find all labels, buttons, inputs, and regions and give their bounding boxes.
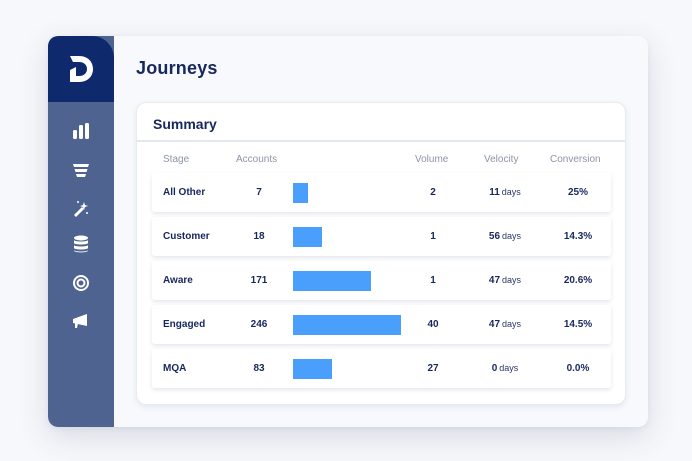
conversion-cell: 14.5% — [563, 319, 593, 330]
logo-d-icon — [70, 56, 93, 82]
sidebar-item-analytics[interactable] — [69, 120, 93, 142]
conversion-cell: 20.6% — [563, 275, 593, 286]
velocity-cell: 47 days — [470, 275, 540, 286]
velocity-cell: 0 days — [470, 363, 540, 374]
summary-title: Summary — [153, 115, 217, 132]
velocity-value: 0 — [491, 363, 498, 374]
column-header-accounts: Accounts — [236, 154, 278, 165]
table-row[interactable]: Customer 18 1 56 days 14.3% — [152, 217, 611, 256]
stage-cell: Aware — [163, 275, 193, 286]
column-header-velocity: Velocity — [484, 154, 519, 165]
stage-cell: MQA — [163, 363, 187, 374]
app-window: Journeys Summary Stage Accounts Volume V… — [48, 36, 648, 427]
summary-header: Summary — [137, 103, 625, 142]
megaphone-icon — [73, 314, 87, 328]
table-header: Stage Accounts Volume Velocity Conversio… — [137, 142, 625, 174]
magic-wand-icon — [74, 201, 88, 217]
velocity-unit: days — [502, 231, 522, 241]
logo[interactable] — [48, 36, 114, 102]
table-row[interactable]: Aware 171 1 47 days 20.6% — [152, 261, 611, 300]
volume-cell: 27 — [427, 363, 439, 374]
accounts-bar — [293, 315, 401, 335]
conversion-cell: 0.0% — [566, 363, 590, 374]
velocity-value: 47 — [488, 319, 501, 330]
accounts-bar — [293, 227, 322, 247]
target-icon — [73, 275, 89, 291]
velocity-cell: 11 days — [470, 187, 540, 198]
volume-cell: 40 — [427, 319, 439, 330]
velocity-value: 56 — [488, 231, 501, 242]
column-header-conversion: Conversion — [550, 154, 601, 165]
stage-cell: Engaged — [163, 319, 206, 330]
velocity-unit: days — [499, 363, 519, 373]
table-row[interactable]: MQA 83 27 0 days 0.0% — [152, 349, 611, 388]
summary-panel: Summary Stage Accounts Volume Velocity C… — [136, 102, 626, 405]
velocity-unit: days — [502, 275, 522, 285]
sidebar — [48, 36, 114, 427]
page-title: Journeys — [136, 58, 218, 78]
conversion-cell: 14.3% — [563, 231, 593, 242]
column-header-volume: Volume — [415, 154, 449, 165]
volume-cell: 1 — [430, 231, 436, 242]
stage-cell: Customer — [163, 231, 210, 242]
velocity-unit: days — [501, 187, 521, 197]
accounts-bar — [293, 359, 332, 379]
summary-table: All Other 7 2 11 days 25% Customer 18 1 5… — [152, 173, 611, 393]
funnel-icon — [73, 164, 89, 177]
accounts-cell: 246 — [250, 319, 268, 330]
accounts-bar — [293, 183, 308, 203]
table-row[interactable]: All Other 7 2 11 days 25% — [152, 173, 611, 212]
main-content: Journeys Summary Stage Accounts Volume V… — [114, 36, 648, 427]
velocity-unit: days — [502, 319, 522, 329]
stage-cell: All Other — [163, 187, 206, 198]
table-row[interactable]: Engaged 246 40 47 days 14.5% — [152, 305, 611, 344]
sidebar-item-automation[interactable] — [69, 197, 93, 219]
conversion-cell: 25% — [567, 187, 588, 198]
volume-cell: 1 — [430, 275, 436, 286]
volume-cell: 2 — [430, 187, 436, 198]
velocity-cell: 56 days — [470, 231, 540, 242]
accounts-cell: 18 — [253, 231, 265, 242]
sidebar-item-journeys[interactable] — [69, 159, 93, 181]
velocity-value: 47 — [488, 275, 501, 286]
accounts-cell: 7 — [256, 187, 262, 198]
velocity-value: 11 — [489, 187, 500, 198]
bar-chart-icon — [73, 123, 89, 139]
sidebar-item-campaigns[interactable] — [69, 310, 93, 332]
accounts-cell: 171 — [250, 275, 268, 286]
velocity-cell: 47 days — [470, 319, 540, 330]
sidebar-item-data[interactable] — [69, 233, 93, 255]
column-header-stage: Stage — [163, 154, 190, 165]
sidebar-item-targeting[interactable] — [69, 272, 93, 294]
accounts-cell: 83 — [253, 363, 265, 374]
accounts-bar — [293, 271, 371, 291]
database-icon — [74, 235, 88, 253]
